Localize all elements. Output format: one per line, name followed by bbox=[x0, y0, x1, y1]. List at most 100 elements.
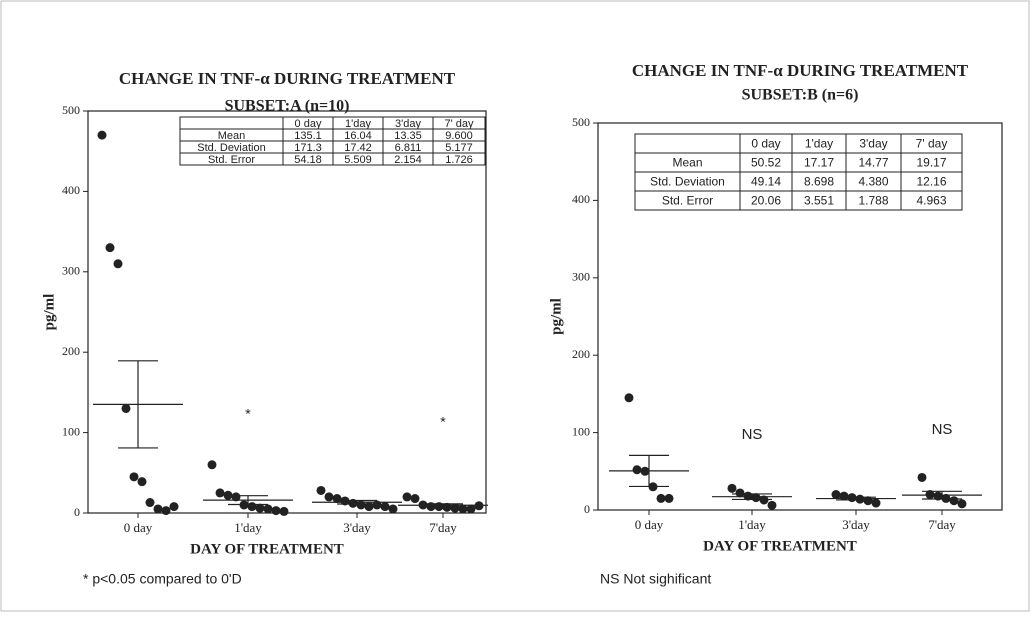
y-tick-label: 500 bbox=[62, 103, 80, 117]
y-tick-label: 100 bbox=[572, 424, 590, 438]
data-point bbox=[271, 506, 281, 516]
x-tick-label: 7'day bbox=[928, 517, 956, 532]
table-row-label: Std. Deviation bbox=[197, 142, 265, 154]
y-tick-label: 300 bbox=[572, 270, 590, 284]
data-point bbox=[402, 492, 412, 502]
y-tick-label: 500 bbox=[572, 115, 590, 129]
chart-subtitle: SUBSET:A (n=10) bbox=[225, 98, 350, 115]
x-axis-title: DAY OF TREATMENT bbox=[190, 541, 344, 557]
annotation: NS bbox=[742, 426, 763, 443]
y-tick-label: 400 bbox=[62, 183, 80, 197]
table-cell: 14.77 bbox=[858, 156, 888, 170]
data-point bbox=[410, 494, 420, 504]
table-row-label: Std. Error bbox=[208, 154, 255, 166]
data-point bbox=[207, 460, 217, 470]
data-point bbox=[316, 485, 326, 495]
data-point bbox=[263, 504, 273, 514]
data-point bbox=[129, 472, 139, 482]
data-point bbox=[137, 477, 147, 487]
table-row-label: Std. Deviation bbox=[650, 175, 725, 189]
data-point bbox=[169, 502, 179, 512]
x-axis-title: DAY OF TREATMENT bbox=[703, 538, 857, 554]
table-row-label: Mean bbox=[218, 130, 246, 142]
table-header: 1'day bbox=[805, 137, 833, 151]
table-header: 3'day bbox=[395, 118, 421, 130]
table-cell: 135.1 bbox=[294, 130, 322, 142]
table-cell: 54.18 bbox=[294, 154, 322, 166]
data-point bbox=[255, 503, 265, 513]
table-cell: 49.14 bbox=[751, 175, 781, 189]
data-point bbox=[925, 490, 935, 500]
chart-title: CHANGE IN TNF-α DURING TREATMENT bbox=[119, 69, 456, 88]
table-cell: 5.177 bbox=[445, 142, 473, 154]
data-point bbox=[105, 243, 115, 253]
annotation: * bbox=[245, 406, 251, 422]
table-cell: 171.3 bbox=[294, 142, 322, 154]
table-cell: 20.06 bbox=[751, 194, 781, 208]
x-tick-label: 1'day bbox=[738, 517, 766, 532]
table-cell: 12.16 bbox=[916, 175, 946, 189]
data-point bbox=[767, 500, 777, 510]
table-cell: 50.52 bbox=[751, 156, 781, 170]
x-tick-label: 1'day bbox=[234, 520, 262, 535]
data-point bbox=[735, 488, 745, 498]
table-header: 7' day bbox=[444, 118, 474, 130]
data-point bbox=[941, 493, 951, 503]
y-tick-label: 400 bbox=[572, 192, 590, 206]
table-cell: 17.42 bbox=[344, 142, 372, 154]
data-point bbox=[839, 491, 849, 501]
table-cell: 6.811 bbox=[395, 142, 422, 154]
data-point bbox=[153, 504, 163, 514]
table-header: 7' day bbox=[916, 137, 948, 151]
table-cell: 8.698 bbox=[804, 175, 834, 189]
footnote: * p<0.05 compared to 0'D bbox=[83, 571, 242, 587]
data-point bbox=[279, 506, 289, 516]
table-cell: 9.600 bbox=[445, 130, 473, 142]
table-cell: 4.963 bbox=[916, 194, 946, 208]
x-tick-label: 3'day bbox=[842, 517, 870, 532]
annotation: * bbox=[440, 414, 446, 430]
annotation: NS bbox=[932, 421, 953, 438]
table-cell: 1.788 bbox=[858, 194, 888, 208]
table-header: 3'day bbox=[859, 137, 887, 151]
data-point bbox=[871, 498, 881, 508]
y-tick-label: 0 bbox=[584, 502, 590, 516]
table-header: 0 day bbox=[295, 118, 322, 130]
table-header: 0 day bbox=[751, 137, 780, 151]
y-axis-title: pg/ml bbox=[41, 294, 57, 331]
data-point bbox=[466, 504, 476, 514]
table-header: 1'day bbox=[345, 118, 371, 130]
x-tick-label: 0 day bbox=[124, 520, 153, 535]
table-cell: 5.509 bbox=[344, 154, 372, 166]
data-point bbox=[624, 393, 634, 403]
table-cell: 19.17 bbox=[916, 156, 946, 170]
data-point bbox=[632, 465, 642, 475]
data-point bbox=[121, 403, 131, 413]
data-point bbox=[113, 259, 123, 269]
chart-subtitle: SUBSET:B (n=6) bbox=[742, 87, 859, 104]
table-cell: 3.551 bbox=[804, 194, 834, 208]
data-point bbox=[231, 492, 241, 502]
data-point bbox=[97, 130, 107, 140]
y-tick-label: 200 bbox=[572, 347, 590, 361]
data-point bbox=[656, 493, 666, 503]
chart-title: CHANGE IN TNF-α DURING TREATMENT bbox=[632, 61, 969, 80]
data-point bbox=[324, 492, 334, 502]
table-cell: 4.380 bbox=[858, 175, 888, 189]
data-point bbox=[949, 496, 959, 506]
y-tick-label: 0 bbox=[74, 505, 80, 519]
data-point bbox=[664, 493, 674, 503]
table-cell: 2.154 bbox=[394, 154, 422, 166]
data-point bbox=[388, 504, 398, 514]
data-point bbox=[727, 483, 737, 493]
plot-frame bbox=[597, 122, 1003, 511]
table-cell: 17.17 bbox=[804, 156, 834, 170]
table-row-label: Std. Error bbox=[662, 194, 713, 208]
x-tick-label: 3'day bbox=[343, 520, 371, 535]
data-point bbox=[161, 506, 171, 516]
data-point bbox=[145, 498, 155, 508]
data-point bbox=[450, 503, 460, 513]
footnote: NS Not sighificant bbox=[600, 571, 711, 587]
